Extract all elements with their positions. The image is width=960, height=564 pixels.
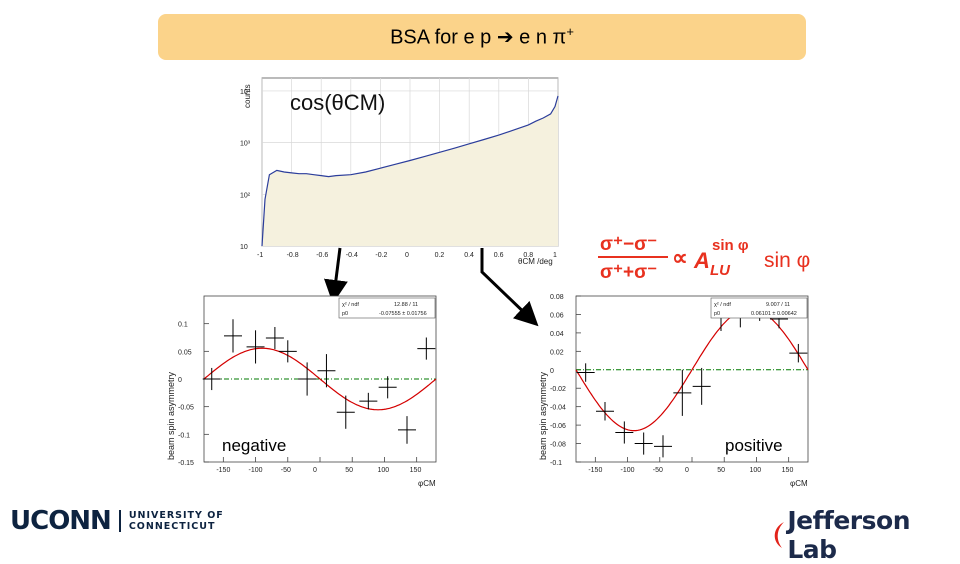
jlab-wordmark: Jefferson Lab <box>787 506 910 564</box>
y-tick-label: 0.05 <box>178 349 192 356</box>
x-axis-label: φCM <box>790 479 808 488</box>
formula-numerator: σ⁺−σ⁻ <box>600 234 657 255</box>
uconn-subtitle: UNIVERSITY OF CONNECTICUT <box>129 510 224 532</box>
formula-subscript: LU <box>710 262 731 279</box>
hist-x-tick-label: 0.4 <box>464 252 474 259</box>
y-tick-label: 0.06 <box>550 312 564 319</box>
hist-x-tick-label: 1 <box>553 252 557 259</box>
hist-x-tick-label: -0.8 <box>287 252 299 259</box>
y-tick-label: 0.08 <box>550 294 564 301</box>
stats-chi2-label: χ² / ndf <box>714 302 731 308</box>
uconn-logo: UCONN UNIVERSITY OF CONNECTICUT <box>10 506 224 536</box>
bsa-formula: σ⁺−σ⁻ σ⁺+σ⁻ ∝ A sin φ LU sin φ <box>598 234 810 283</box>
y-tick-label: 0.1 <box>178 322 188 329</box>
title-superscript: + <box>566 24 574 40</box>
pointer-arrows <box>323 247 539 327</box>
y-tick-label: 0 <box>178 377 182 384</box>
x-tick-label: 150 <box>782 467 794 474</box>
x-tick-label: -100 <box>621 467 635 474</box>
x-tick-label: 100 <box>377 467 389 474</box>
hist-x-tick-label: -0.6 <box>316 252 328 259</box>
stats-chi2-label: χ² / ndf <box>342 302 359 308</box>
uconn-divider <box>118 510 121 532</box>
hist-x-tick-label: -0.2 <box>375 252 387 259</box>
x-tick-label: 150 <box>410 467 422 474</box>
formula-proportional: ∝ <box>672 245 688 270</box>
hist-x-tick-label: 0.6 <box>494 252 504 259</box>
x-tick-label: 50 <box>345 467 353 474</box>
fit-curve <box>203 347 437 411</box>
y-tick-label: -0.05 <box>178 405 194 412</box>
formula-superscript: sin φ <box>712 237 749 254</box>
x-tick-label: 100 <box>749 467 761 474</box>
x-tick-label: -100 <box>249 467 263 474</box>
hist-x-tick-label: 0.8 <box>523 252 533 259</box>
x-tick-label: 50 <box>717 467 725 474</box>
y-tick-label: -0.1 <box>550 460 562 467</box>
x-tick-label: -50 <box>653 467 663 474</box>
y-tick-label: -0.06 <box>550 423 566 430</box>
x-tick-label: -150 <box>216 467 230 474</box>
formula-a: A <box>693 248 710 273</box>
stats-chi2-value: 12.88 / 11 <box>394 302 418 308</box>
jlab-swoosh-icon <box>774 522 784 548</box>
plot-frame <box>575 295 809 463</box>
hist-area <box>262 95 558 247</box>
x-axis-label: φCM <box>418 479 436 488</box>
y-tick-label: -0.08 <box>550 442 566 449</box>
costheta-histogram: -1 -0.8 -0.6 -0.4 -0.2 0 0.2 0.4 0.6 0.8 1 10 10² 10³… <box>240 77 559 266</box>
y-axis-label: beam spin asymmetry <box>538 371 548 460</box>
y-tick-label: 0.04 <box>550 331 564 338</box>
hist-inset-label: cos(θCM) <box>290 90 385 115</box>
y-axis-label: beam spin asymmetry <box>166 371 176 460</box>
x-tick-label: -150 <box>588 467 602 474</box>
negative-label: negative <box>222 436 287 455</box>
x-tick-label: 0 <box>685 467 689 474</box>
stats-p0-value: 0.06101 ± 0.00642 <box>751 311 797 317</box>
positive-label: positive <box>725 436 783 455</box>
hist-x-tick-label: 0 <box>405 252 409 259</box>
hist-y-tick-label: 10⁴ <box>240 89 251 96</box>
hist-y-label: counts <box>243 84 252 108</box>
jefferson-lab-logo: Jefferson Lab <box>770 506 960 564</box>
stats-chi2-value: 9.007 / 11 <box>766 302 790 308</box>
y-tick-label: 0.02 <box>550 349 564 356</box>
title-prefix: BSA for e p <box>390 26 497 49</box>
arrow-to-positive <box>480 248 539 327</box>
stats-p0-label: p0 <box>342 311 348 317</box>
formula-sin-phi: sin φ <box>764 249 810 272</box>
y-tick-label: -0.04 <box>550 405 566 412</box>
y-tick-label: 0 <box>550 368 554 375</box>
formula-denominator: σ⁺+σ⁻ <box>600 262 657 283</box>
hist-y-tick-label: 10² <box>240 192 251 199</box>
hist-y-tick-label: 10³ <box>240 141 251 148</box>
y-tick-label: -0.15 <box>178 460 194 467</box>
stats-box <box>710 297 808 319</box>
hist-x-tick-label: -1 <box>257 252 263 259</box>
hist-x-label: θCM /deg <box>518 257 553 266</box>
title-banner: BSA for e p ➔ e n π+ <box>158 14 806 60</box>
hist-x-tick-label: -0.4 <box>346 252 358 259</box>
y-tick-label: -0.02 <box>550 386 566 393</box>
title-reaction: e n π <box>513 26 567 49</box>
arrow-icon: ➔ <box>496 26 514 49</box>
uconn-line1: UNIVERSITY OF <box>128 510 224 521</box>
y-tick-label: -0.1 <box>178 432 190 439</box>
hist-y-tick-label: 10 <box>240 244 248 251</box>
x-tick-label: 0 <box>313 467 317 474</box>
arrow-to-negative <box>323 247 348 304</box>
uconn-wordmark: UCONN <box>10 506 112 536</box>
negative-bsa-plot: -150 -100 -50 0 50 100 150 -0.15 -0.1 -0.05 0 0.05 0… <box>166 295 437 488</box>
hist-line <box>261 95 559 247</box>
positive-bsa-plot: -150 -100 -50 0 50 100 150 -0.1 -0.08 -0.06 -0.04 -… <box>538 294 809 488</box>
hist-x-tick-label: 0.2 <box>435 252 445 259</box>
slide-title: BSA for e p ➔ e n π+ <box>390 24 574 50</box>
stats-box <box>338 297 436 319</box>
x-tick-label: -50 <box>281 467 291 474</box>
stats-p0-label: p0 <box>714 311 720 317</box>
stats-p0-value: -0.07555 ± 0.01756 <box>379 311 427 317</box>
uconn-line2: CONNECTICUT <box>128 521 216 532</box>
